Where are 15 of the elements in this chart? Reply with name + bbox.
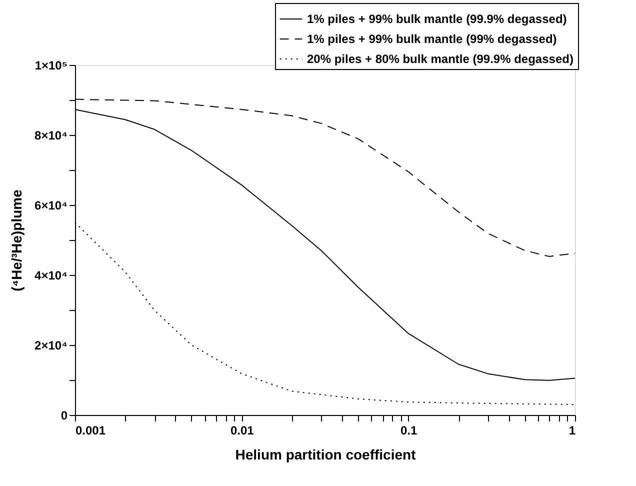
legend-label: 1% piles + 99% bulk mantle (99.9% degassed) xyxy=(307,12,567,26)
x-axis-title: Helium partition coefficient xyxy=(235,446,416,462)
y-tick-label: 6×10⁴ xyxy=(34,198,68,212)
legend-label: 20% piles + 80% bulk mantle (99.9% degassed) xyxy=(307,52,574,66)
y-tick-label: 8×10⁴ xyxy=(34,128,68,142)
x-tick-label: 0.001 xyxy=(76,424,106,438)
y-tick-label: 4×10⁴ xyxy=(34,268,68,282)
y-axis-title: (⁴He/³He)plume xyxy=(8,189,25,292)
y-tick-label: 1×10⁵ xyxy=(34,58,68,72)
x-tick-label: 1 xyxy=(568,424,576,438)
x-tick-label: 0.1 xyxy=(400,424,418,438)
x-tick-label: 0.01 xyxy=(230,424,254,438)
y-tick-label: 2×10⁴ xyxy=(34,338,68,352)
y-tick-label: 0 xyxy=(60,408,68,422)
legend-label: 1% piles + 99% bulk mantle (99% degassed) xyxy=(307,32,557,46)
